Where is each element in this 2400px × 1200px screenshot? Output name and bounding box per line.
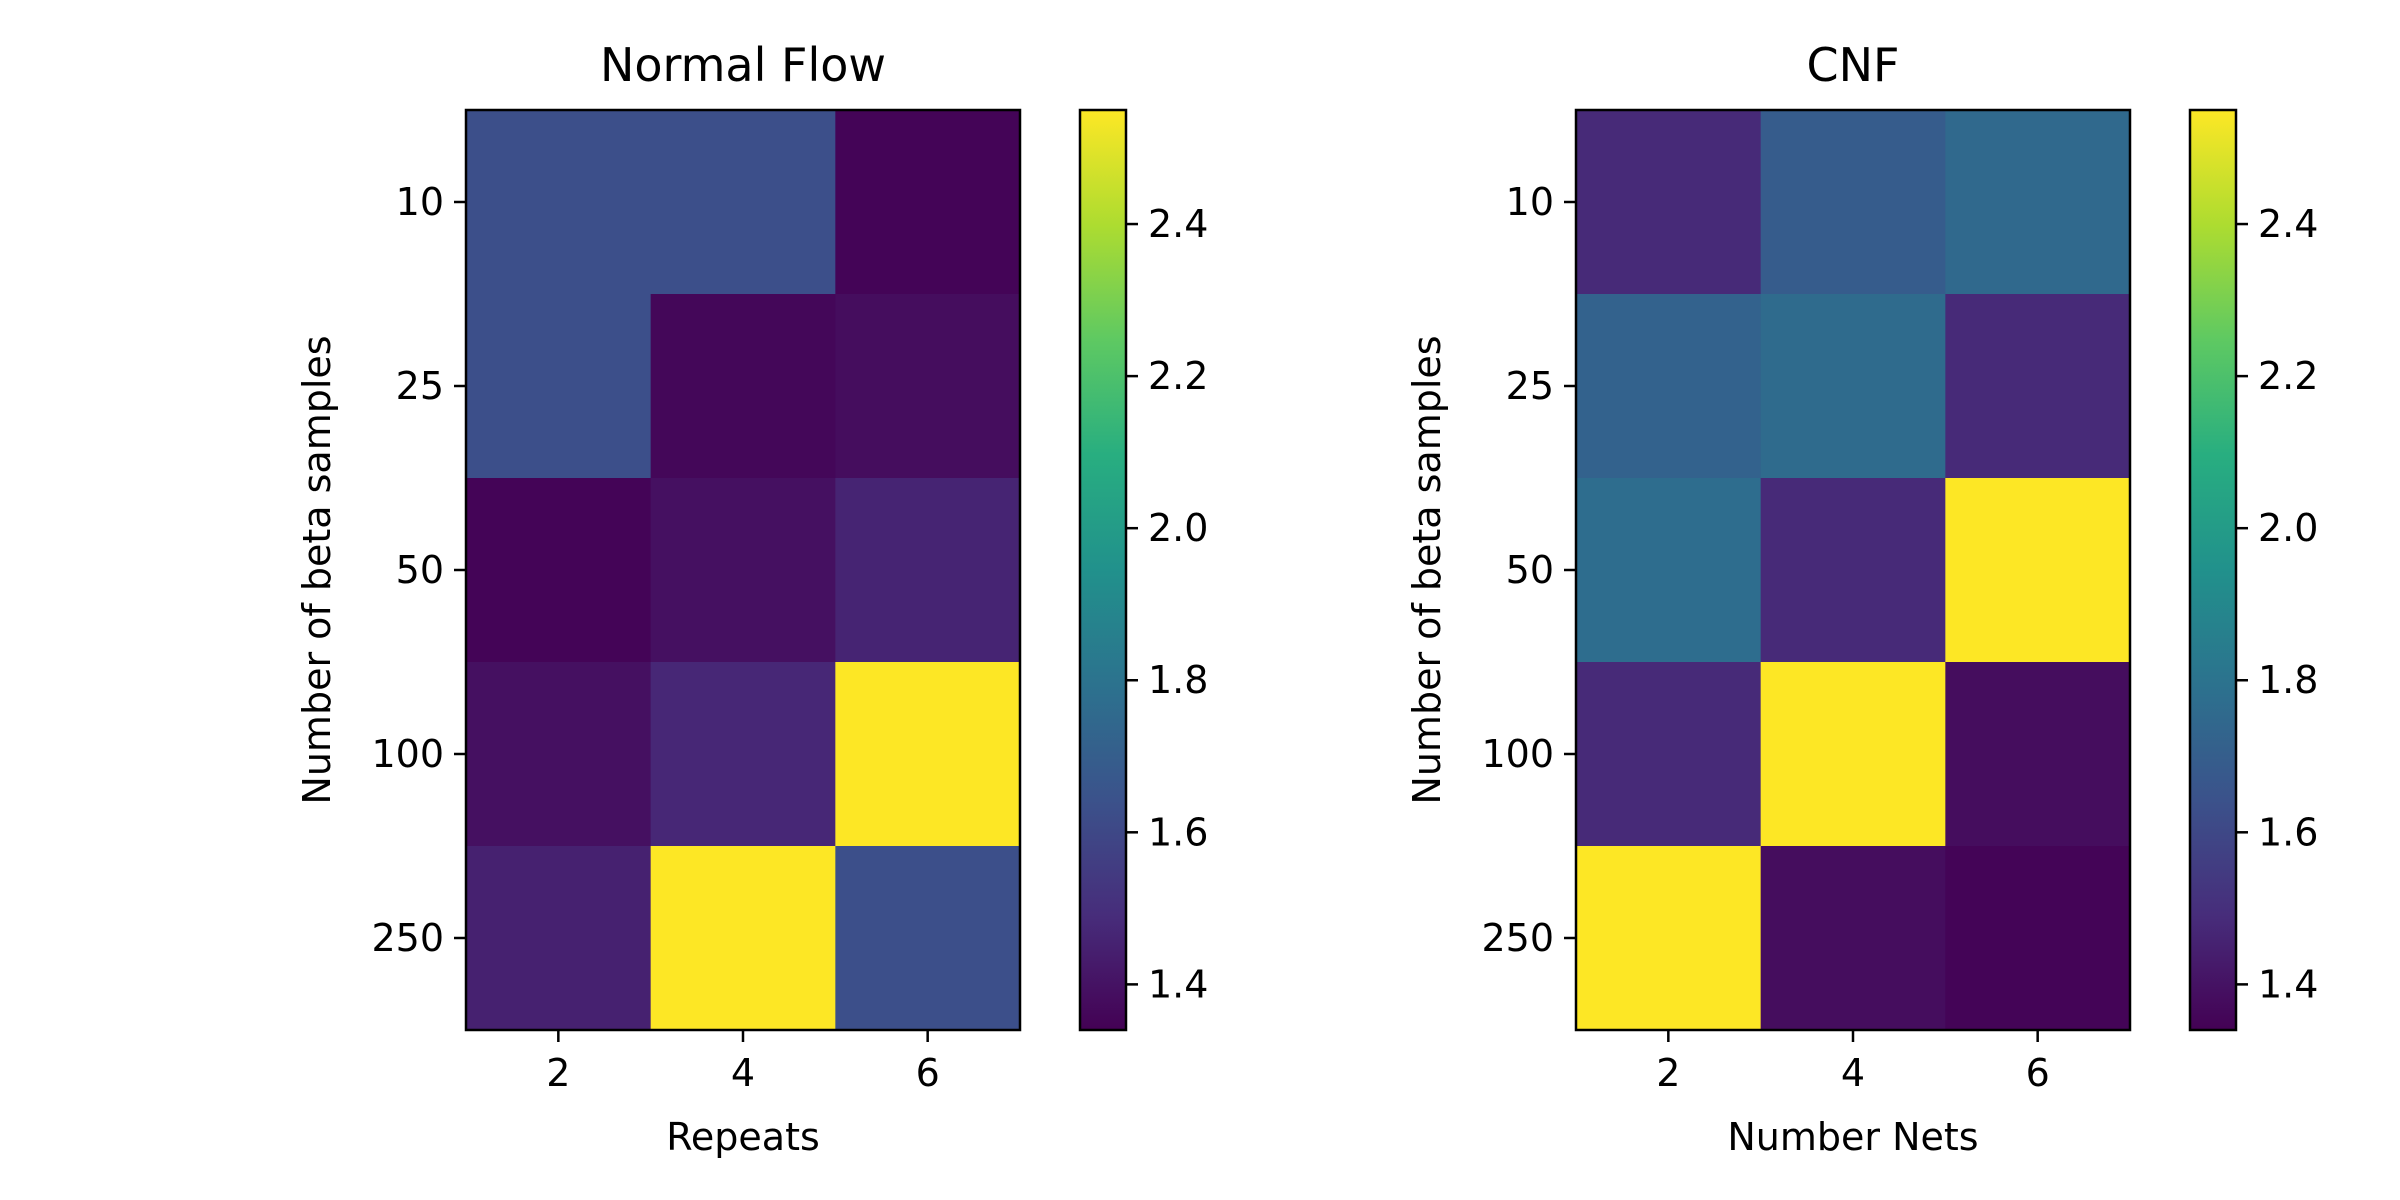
- colorbar-tick-label: 1.4: [1148, 962, 1208, 1006]
- heatmap-cell: [1945, 478, 2131, 663]
- colorbar: [2188, 108, 2238, 1032]
- y-tick-label: 100: [371, 732, 444, 776]
- colorbar-tick-label: 1.6: [2258, 810, 2318, 854]
- heatmap-cell: [1945, 110, 2131, 295]
- colorbar-ticks: 1.4 1.6 1.8 2.0 2.2 2.4: [2236, 202, 2318, 1006]
- colorbar-tick-label: 2.2: [1148, 354, 1208, 398]
- heatmap-cell: [1760, 294, 1946, 479]
- x-tick-label: 6: [2026, 1051, 2050, 1095]
- heatmap-cells: [466, 110, 1021, 1031]
- heatmap-cell: [466, 478, 652, 663]
- x-axis-ticks: 2 4 6: [1656, 1030, 2050, 1095]
- colorbar-tick-label: 2.2: [2258, 354, 2318, 398]
- chart-title: CNF: [1807, 38, 1900, 92]
- y-tick-label: 10: [1506, 180, 1554, 224]
- heatmap-cell: [835, 110, 1021, 295]
- y-tick-label: 50: [396, 548, 444, 592]
- heatmap-cell: [1945, 662, 2131, 847]
- y-tick-label: 25: [1506, 364, 1554, 408]
- heatmap-cell: [1760, 110, 1946, 295]
- heatmap-panel-cnf: CNF 10 25 50 100 250 2 4 6 Number Nets Number …: [1405, 38, 2318, 1159]
- x-tick-label: 6: [916, 1051, 940, 1095]
- y-tick-label: 100: [1481, 732, 1554, 776]
- heatmap-cell: [835, 294, 1021, 479]
- heatmap-cell: [1760, 662, 1946, 847]
- x-tick-label: 4: [731, 1051, 755, 1095]
- heatmap-cell: [1576, 478, 1762, 663]
- x-tick-label: 2: [546, 1051, 570, 1095]
- heatmap-cell: [466, 846, 652, 1031]
- y-tick-label: 50: [1506, 548, 1554, 592]
- heatmap-cell: [650, 478, 836, 663]
- heatmap-cell: [1760, 846, 1946, 1031]
- y-tick-label: 250: [1481, 916, 1554, 960]
- heatmap-cell: [1760, 478, 1946, 663]
- colorbar-tick-label: 1.4: [2258, 962, 2318, 1006]
- y-tick-label: 250: [371, 916, 444, 960]
- colorbar-tick-label: 2.4: [1148, 202, 1208, 246]
- heatmap-cell: [1576, 110, 1762, 295]
- heatmap-cell: [650, 846, 836, 1031]
- heatmap-cell: [835, 846, 1021, 1031]
- y-axis-ticks: 10 25 50 100 250: [371, 180, 466, 960]
- colorbar: [1078, 108, 1128, 1032]
- heatmap-cell: [835, 478, 1021, 663]
- heatmap-cell: [466, 110, 652, 295]
- heatmap-cell: [466, 294, 652, 479]
- heatmap-cell: [650, 110, 836, 295]
- y-axis-label: Number of beta samples: [295, 335, 339, 804]
- y-axis-label: Number of beta samples: [1405, 335, 1449, 804]
- x-axis-label: Number Nets: [1727, 1115, 1978, 1159]
- colorbar-tick-label: 2.0: [1148, 506, 1208, 550]
- heatmap-cell: [1945, 846, 2131, 1031]
- colorbar-tick-label: 1.8: [1148, 658, 1208, 702]
- heatmap-cell: [1576, 662, 1762, 847]
- heatmap-cell: [1945, 294, 2131, 479]
- colorbar-tick-label: 2.4: [2258, 202, 2318, 246]
- colorbar-tick-label: 1.8: [2258, 658, 2318, 702]
- heatmap-cell: [650, 662, 836, 847]
- colorbar-tick-label: 2.0: [2258, 506, 2318, 550]
- heatmap-cell: [835, 662, 1021, 847]
- heatmap-cell: [650, 294, 836, 479]
- y-tick-label: 25: [396, 364, 444, 408]
- x-axis-label: Repeats: [666, 1115, 820, 1159]
- y-tick-label: 10: [396, 180, 444, 224]
- colorbar-ticks: 1.4 1.6 1.8 2.0 2.2 2.4: [1126, 202, 1208, 1006]
- y-axis-ticks: 10 25 50 100 250: [1481, 180, 1576, 960]
- heatmap-cells: [1576, 110, 2131, 1031]
- heatmap-panel-normal-flow: Normal Flow 10 25 50 100 250 2 4 6 Repeats Num…: [295, 38, 1208, 1159]
- heatmap-cell: [1576, 294, 1762, 479]
- colorbar-tick-label: 1.6: [1148, 810, 1208, 854]
- heatmap-cell: [466, 662, 652, 847]
- x-tick-label: 4: [1841, 1051, 1865, 1095]
- heatmap-cell: [1576, 846, 1762, 1031]
- x-axis-ticks: 2 4 6: [546, 1030, 940, 1095]
- x-tick-label: 2: [1656, 1051, 1680, 1095]
- chart-title: Normal Flow: [600, 38, 886, 92]
